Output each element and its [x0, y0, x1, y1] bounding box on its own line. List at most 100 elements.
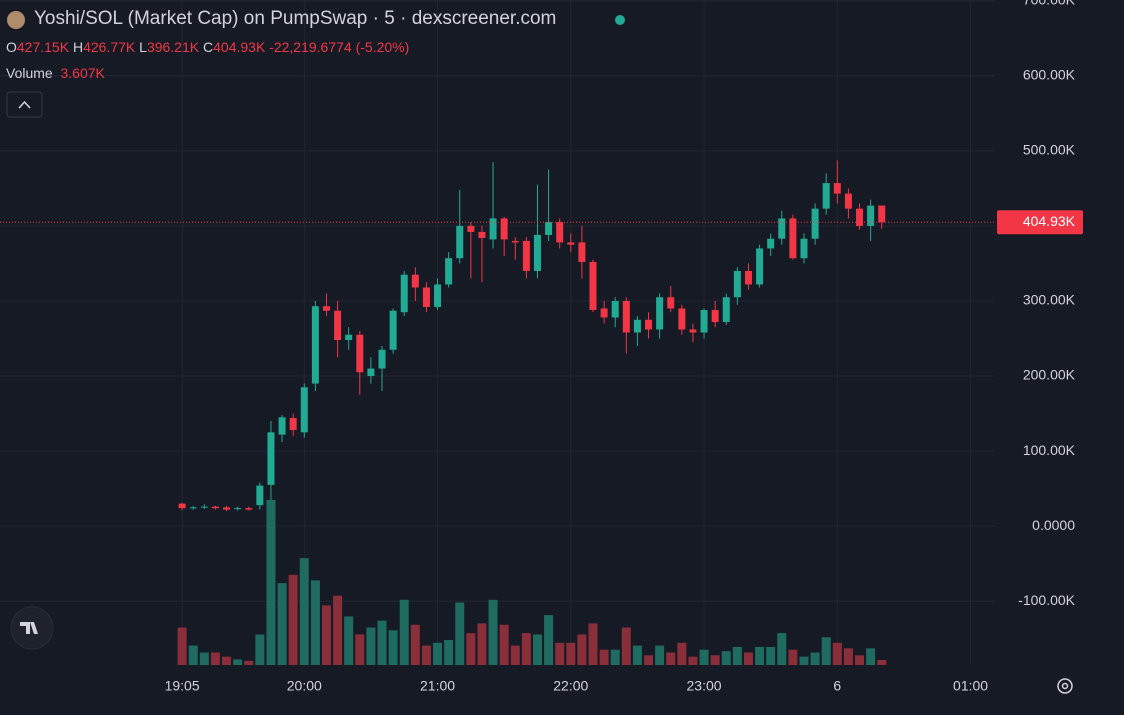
- candle-body: [400, 274, 408, 313]
- candle-body: [756, 248, 764, 285]
- volume-bar: [599, 649, 609, 665]
- volume-bar: [588, 623, 598, 665]
- volume-bar: [866, 648, 876, 665]
- candle-body: [778, 218, 786, 239]
- volume-bar: [177, 627, 187, 665]
- volume-bar: [366, 627, 376, 665]
- candle-body: [189, 507, 197, 509]
- ohlc-value: 396.21K: [146, 39, 200, 55]
- ohlc-key: C: [203, 39, 214, 55]
- y-tick-label: 300.00K: [1023, 292, 1076, 308]
- candle-body: [822, 183, 830, 209]
- volume-bar: [732, 646, 742, 665]
- candle-body: [711, 309, 719, 322]
- volume-bar: [210, 652, 220, 665]
- volume-bar: [755, 646, 765, 665]
- candle-body: [322, 306, 330, 311]
- candle-body: [289, 418, 297, 431]
- volume-bar: [410, 624, 420, 665]
- volume-bar: [766, 646, 776, 665]
- collapse-button[interactable]: [6, 91, 43, 118]
- volume-bar: [610, 649, 620, 665]
- volume-bar: [510, 645, 520, 665]
- status-dot[interactable]: [615, 15, 625, 25]
- volume-bar: [710, 655, 720, 665]
- candle-body: [811, 208, 819, 239]
- x-tick-label: 22:00: [553, 678, 588, 694]
- candle-body: [211, 506, 219, 509]
- candle-body: [878, 205, 886, 223]
- candle-body: [234, 508, 242, 510]
- volume-bar: [233, 659, 243, 665]
- plot: [0, 0, 995, 665]
- volume-bar: [877, 659, 887, 665]
- candle-body: [378, 349, 386, 369]
- ohlc-value: 404.93K: [213, 39, 266, 55]
- volume-bar: [244, 660, 254, 665]
- candle-body: [267, 432, 275, 485]
- candle-body: [411, 274, 419, 288]
- volume-bar: [188, 645, 198, 665]
- candle-body: [223, 507, 231, 510]
- volume-bar: [222, 656, 232, 665]
- volume-bar: [399, 599, 409, 665]
- y-tick-label: -100.00K: [1018, 592, 1075, 608]
- volume-bar: [721, 651, 731, 665]
- last-price-label: 404.93K: [1023, 213, 1076, 229]
- volume-bar: [544, 615, 554, 665]
- volume-bar: [777, 633, 787, 665]
- candle-body: [800, 238, 808, 259]
- ohlc-key: H: [72, 39, 84, 55]
- candle-body: [478, 231, 486, 238]
- candle-body: [456, 225, 464, 259]
- candle-body: [567, 242, 575, 245]
- volume-bar: [299, 558, 309, 665]
- candle-body: [533, 234, 541, 271]
- candle-body: [245, 508, 253, 510]
- volume-bar: [843, 648, 853, 665]
- candle-body: [678, 308, 686, 330]
- volume-bar: [455, 602, 465, 665]
- x-tick-label: 6: [833, 678, 841, 694]
- x-tick-label: 01:00: [953, 678, 988, 694]
- candle-body: [578, 242, 586, 262]
- candle-body: [689, 329, 697, 333]
- volume-bar: [743, 652, 753, 665]
- volume-bar: [477, 623, 487, 665]
- volume-bar: [788, 649, 798, 665]
- candle-body: [278, 417, 286, 435]
- volume-bar: [321, 605, 331, 665]
- volume-bar: [444, 640, 454, 665]
- candle-body: [522, 240, 530, 271]
- volume-bar: [810, 652, 820, 665]
- volume-bar: [855, 655, 865, 665]
- ohlc-value: 427.15K: [16, 39, 70, 55]
- volume-bar: [421, 645, 431, 665]
- settings-icon[interactable]: [1057, 678, 1073, 694]
- x-tick-label: 21:00: [420, 678, 455, 694]
- volume-bar: [799, 656, 809, 665]
- volume-bar: [388, 630, 398, 665]
- x-tick-label: 19:05: [165, 678, 200, 694]
- candle-body: [733, 270, 741, 298]
- candle-body: [178, 503, 186, 509]
- volume-bar: [644, 655, 654, 665]
- candle-body: [311, 306, 319, 384]
- volume-bar: [621, 627, 631, 665]
- candle-body: [589, 261, 597, 310]
- volume-bar: [333, 595, 343, 665]
- candle-body: [789, 218, 797, 259]
- ohlc-legend: O427.15K H426.77K L396.21K C404.93K -22,…: [6, 39, 409, 55]
- volume-bar: [288, 574, 298, 665]
- candle-body: [645, 319, 653, 330]
- candle-body: [422, 287, 430, 307]
- volume-bar: [377, 620, 387, 665]
- collapse-icon: [18, 100, 31, 109]
- candle-body: [667, 297, 675, 309]
- candle-body: [434, 284, 442, 307]
- candle-body: [489, 218, 497, 240]
- volume-bar: [555, 642, 565, 665]
- candle-body: [367, 368, 375, 377]
